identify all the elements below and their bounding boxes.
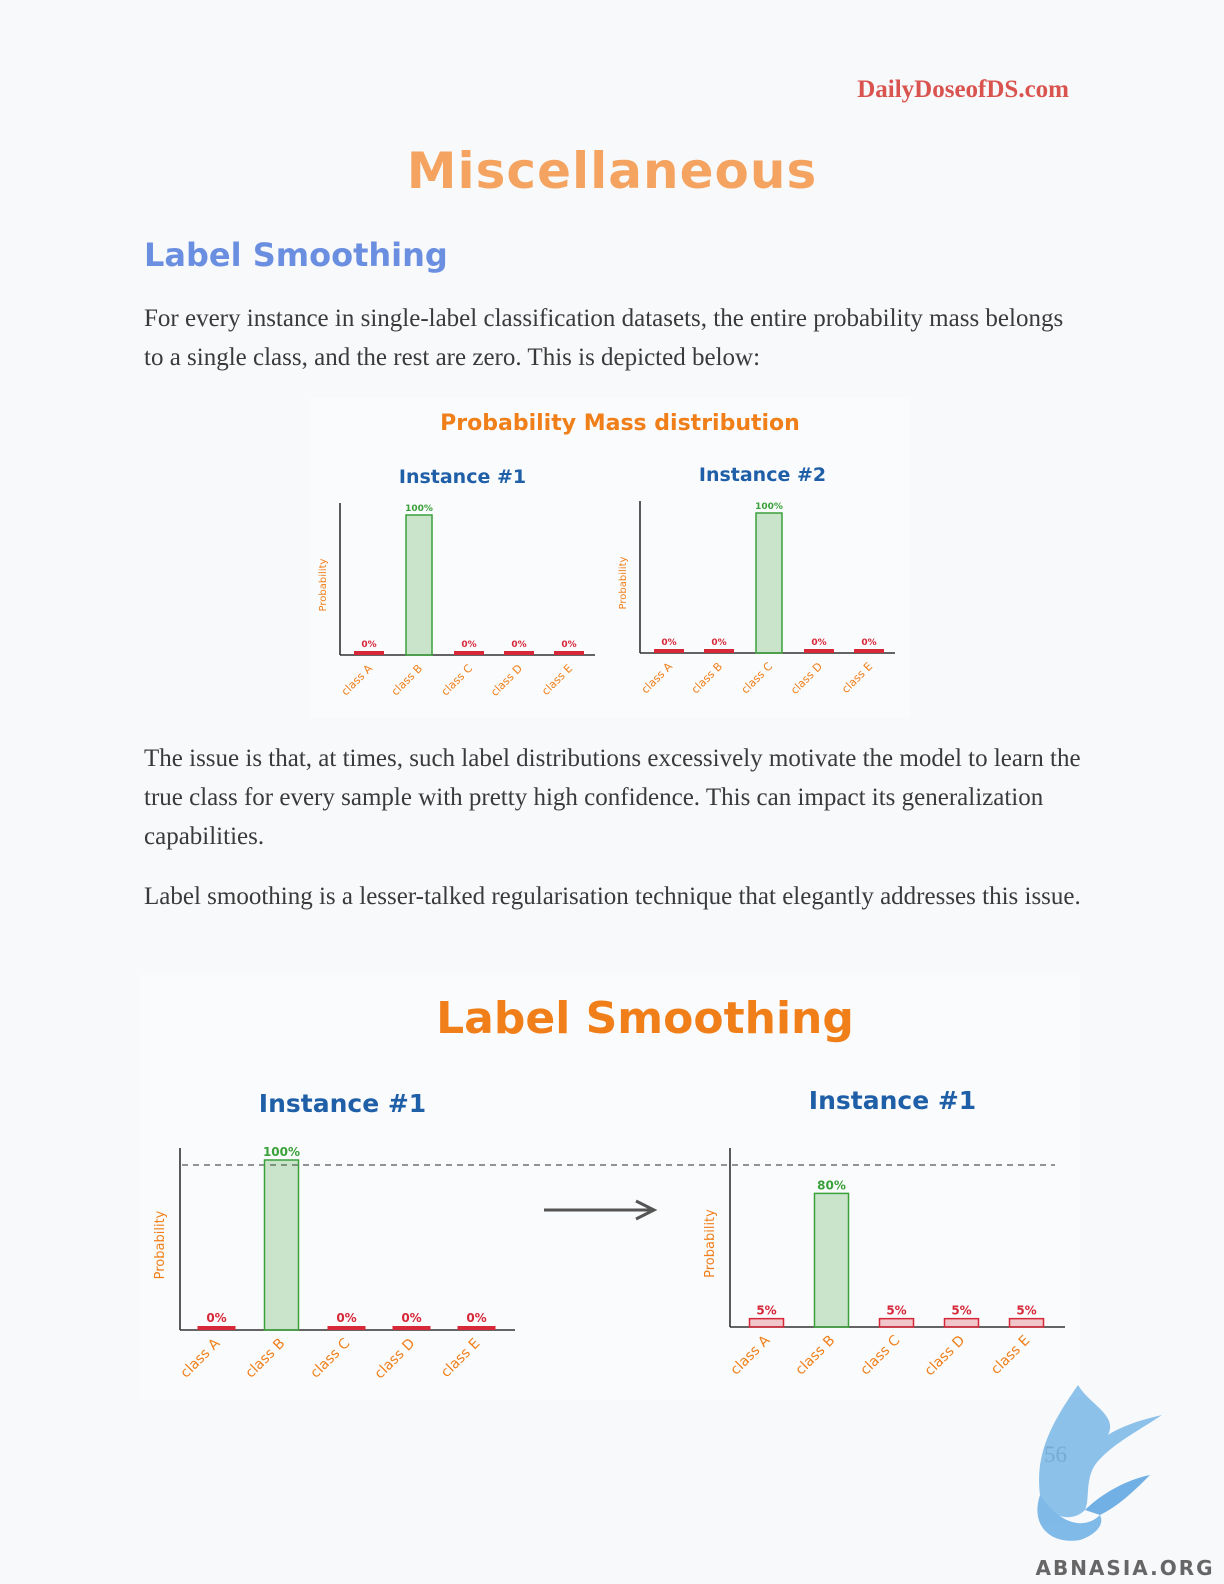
bar-value-label: 0% xyxy=(401,1311,421,1325)
bar-class-D xyxy=(804,649,834,653)
bar-class-B xyxy=(704,649,734,653)
bar-value-label: 5% xyxy=(1016,1304,1036,1318)
chart-title: Instance #2 xyxy=(699,464,826,486)
bar-value-label: 5% xyxy=(756,1304,776,1318)
bar-value-label: 100% xyxy=(405,504,433,514)
y-axis-label: Probability xyxy=(318,558,329,611)
bar-value-label: 80% xyxy=(817,1178,846,1192)
bar-class-A xyxy=(654,649,684,653)
paragraph-issue: The issue is that, at times, such label … xyxy=(144,745,1081,850)
bar-class-B xyxy=(813,1192,850,1328)
bar-value-label: 100% xyxy=(755,502,783,512)
bar-class-C xyxy=(327,1326,366,1330)
bar-value-label: 0% xyxy=(461,640,476,650)
bar-value-label: 0% xyxy=(206,1311,226,1325)
bar-class-D xyxy=(943,1317,980,1328)
y-axis-label: Probability xyxy=(153,1210,168,1279)
arrow-icon xyxy=(544,1199,658,1221)
bar-value-label: 0% xyxy=(711,638,726,648)
section-heading: Label Smoothing xyxy=(144,236,448,274)
bar-value-label: 0% xyxy=(561,640,576,650)
chart-title: Instance #1 xyxy=(399,466,526,488)
paragraph-solution: Label smoothing is a lesser-talked regul… xyxy=(144,883,1081,910)
site-url: DailyDoseofDS.com xyxy=(857,76,1069,103)
bar-value-label: 100% xyxy=(263,1145,300,1159)
y-axis-label: Probability xyxy=(703,1209,718,1278)
bar-class-A xyxy=(197,1326,236,1330)
bar-class-D xyxy=(504,651,534,655)
bar-value-label: 0% xyxy=(361,640,376,650)
figure-probability-mass: Probability Mass distribution Instance #… xyxy=(310,398,910,718)
bar-class-B xyxy=(263,1159,300,1331)
bar-class-C xyxy=(878,1317,915,1328)
figure1-title: Probability Mass distribution xyxy=(440,411,800,436)
bar-value-label: 0% xyxy=(511,640,526,650)
bar-class-E xyxy=(457,1326,496,1330)
bar-value-label: 0% xyxy=(861,638,876,648)
bar-class-C xyxy=(755,512,783,654)
chart-title: Instance #1 xyxy=(259,1089,426,1118)
watermark-text: ABNASIA.ORG xyxy=(1035,1556,1214,1580)
bar-class-B xyxy=(405,514,433,656)
bar-value-label: 0% xyxy=(661,638,676,648)
bar-value-label: 5% xyxy=(951,1304,971,1318)
bar-value-label: 5% xyxy=(886,1304,906,1318)
bar-class-A xyxy=(354,651,384,655)
bar-class-E xyxy=(1008,1317,1045,1328)
bar-class-D xyxy=(392,1326,431,1330)
bird-icon xyxy=(1037,1385,1162,1541)
bar-class-E xyxy=(854,649,884,653)
paragraph-intro: For every instance in single-label class… xyxy=(144,305,1064,371)
bar-value-label: 0% xyxy=(811,638,826,648)
bar-class-C xyxy=(454,651,484,655)
watermark-logo: ABNASIA.ORG xyxy=(1035,1385,1214,1580)
chart-title: Instance #1 xyxy=(809,1086,976,1115)
figure2-title: Label Smoothing xyxy=(436,993,854,1044)
page-title: Miscellaneous xyxy=(406,142,818,200)
figure-label-smoothing: Label Smoothing Instance #1 Probability 0%… xyxy=(140,975,1080,1400)
bar-value-label: 0% xyxy=(336,1311,356,1325)
bar-value-label: 0% xyxy=(466,1311,486,1325)
bar-class-A xyxy=(748,1317,785,1328)
bar-class-E xyxy=(554,651,584,655)
y-axis-label: Probability xyxy=(618,556,629,609)
